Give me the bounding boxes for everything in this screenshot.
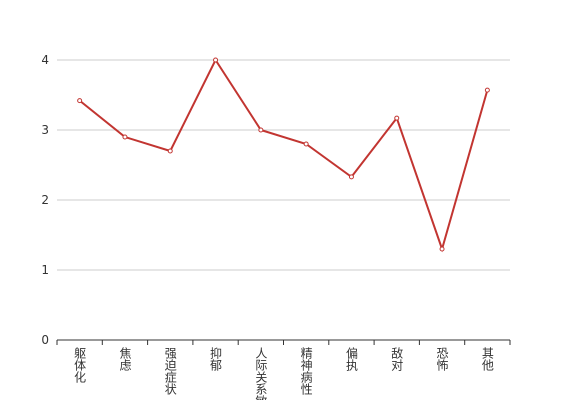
x-tick-label: 强迫症状 xyxy=(163,347,177,395)
point xyxy=(303,141,309,147)
x-tick-label: 焦虑 xyxy=(118,347,132,371)
point xyxy=(258,127,264,133)
y-tick-label: 0 xyxy=(41,333,49,347)
x-tick-label: 躯体化 xyxy=(73,346,87,384)
x-tick-label: 恐怖 xyxy=(435,347,449,371)
line xyxy=(79,57,489,253)
point xyxy=(439,246,445,252)
y-tick-label: 1 xyxy=(41,263,49,277)
y-tick-label: 4 xyxy=(41,53,49,67)
x-tick-label: 抑郁 xyxy=(209,346,223,372)
x-tick-label: 敌对 xyxy=(390,346,404,371)
point xyxy=(394,115,400,121)
point xyxy=(484,87,490,93)
point xyxy=(77,98,83,104)
x-tick-label: 其他 xyxy=(480,347,494,371)
y-tick-label: 2 xyxy=(41,193,49,207)
point xyxy=(213,57,219,63)
y-tick-label: 3 xyxy=(41,123,49,137)
x-tick-label: 精神病性 xyxy=(299,347,313,396)
point xyxy=(348,174,354,180)
point xyxy=(122,134,128,140)
x-tick-label: 偏执 xyxy=(344,346,358,372)
point xyxy=(167,148,173,154)
x-tick-label: 人际关系敏感 xyxy=(254,347,268,400)
